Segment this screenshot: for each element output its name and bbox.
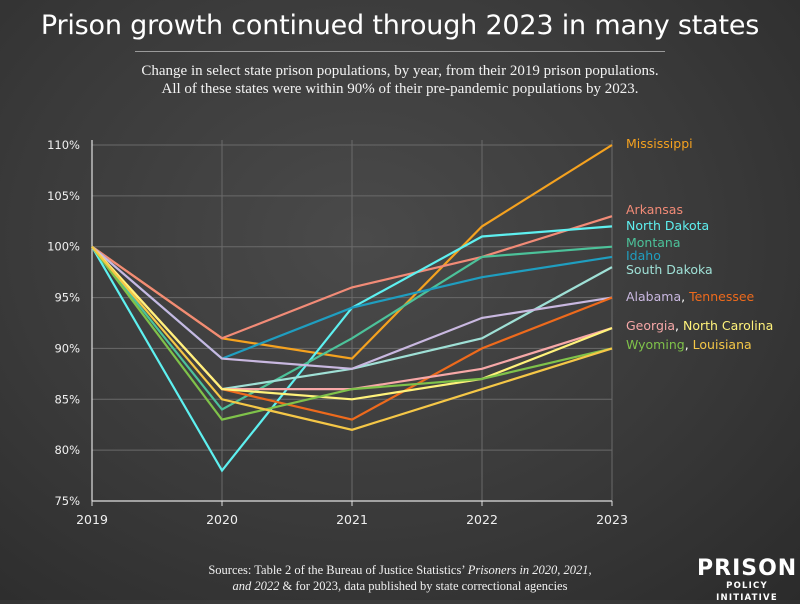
legend-separator: ,: [685, 337, 693, 352]
legend-label-montana: Montana: [626, 235, 681, 250]
legend-label-north-dakota: North Dakota: [626, 218, 709, 233]
sources-prefix: Sources: Table 2 of the Bureau of Justic…: [208, 563, 468, 577]
sources-suffix: & for 2023, data published by state corr…: [279, 579, 568, 593]
logo-word-prison: PRISON: [697, 556, 798, 581]
y-tick-label: 105%: [47, 189, 80, 203]
sources-publication-title-cont: and 2022: [232, 579, 280, 593]
series-line-north-carolina: [91, 245, 613, 401]
title-divider: [135, 51, 665, 52]
legend-separator: ,: [675, 318, 683, 333]
legend-entry: North Dakota: [626, 218, 709, 233]
legend-label-tennessee: Tennessee: [688, 289, 754, 304]
chart-subtitle: Change in select state prison population…: [0, 62, 800, 98]
legend-label-arkansas: Arkansas: [626, 202, 683, 217]
legend-entry: Mississippi: [626, 136, 693, 151]
legend-label-south-dakoka: South Dakoka: [626, 262, 713, 277]
y-tick-label: 95%: [54, 291, 80, 305]
legend-entry: Arkansas: [626, 202, 683, 217]
legend-entry: Georgia, North Carolina: [626, 318, 773, 333]
legend-label-wyoming: Wyoming: [626, 337, 685, 352]
series-line-arkansas: [91, 215, 613, 340]
x-tick-label: 2023: [596, 512, 628, 527]
y-axis: 75% 80% 85% 90% 95% 100% 105% 110%: [47, 138, 93, 508]
legend-entry: Idaho: [626, 248, 661, 263]
sources-publication-title: Prisoners in 2020, 2021,: [467, 563, 592, 577]
legend-entry: Montana: [626, 235, 681, 250]
x-tick-label: 2022: [466, 512, 498, 527]
legend-label-idaho: Idaho: [626, 248, 661, 263]
x-tick-label: 2020: [206, 512, 238, 527]
legend-entry: South Dakoka: [626, 262, 713, 277]
series-line-louisiana: [91, 245, 613, 431]
y-tick-label: 80%: [54, 443, 80, 457]
grid-lines: [92, 140, 613, 501]
logo-word-policy-initiative: POLICY INITIATIVE: [716, 581, 778, 603]
y-tick-label: 100%: [47, 240, 80, 254]
legend-entry: Alabama, Tennessee: [626, 289, 755, 304]
x-axis: 2019 2020 2021 2022 2023: [76, 500, 628, 527]
legend-label-mississippi: Mississippi: [626, 136, 693, 151]
chart-title: Prison growth continued through 2023 in …: [40, 10, 760, 41]
legend-label-georgia: Georgia: [626, 318, 675, 333]
y-tick-label: 110%: [47, 138, 80, 152]
subtitle-line-1: Change in select state prison population…: [141, 63, 659, 79]
series-lines: [91, 144, 613, 473]
y-tick-label: 90%: [54, 341, 80, 355]
series-line-wyoming: [91, 246, 613, 421]
legend-entry: Wyoming, Louisiana: [626, 337, 752, 352]
series-line-alabama: [91, 245, 613, 370]
subtitle-line-2: All of these states were within 90% of t…: [161, 81, 639, 97]
series-line-montana: [91, 245, 613, 411]
legend-separator: ,: [681, 289, 689, 304]
sources-note: Sources: Table 2 of the Bureau of Justic…: [150, 562, 650, 594]
legend-label-alabama: Alabama: [626, 289, 681, 304]
prison-policy-initiative-logo: PRISON POLICY INITIATIVE: [697, 558, 797, 604]
x-tick-label: 2019: [76, 512, 108, 527]
legend-label-louisiana: Louisiana: [693, 337, 752, 352]
legend-label-north-carolina: North Carolina: [683, 318, 773, 333]
y-tick-label: 75%: [54, 494, 80, 508]
y-tick-label: 85%: [54, 392, 80, 406]
x-tick-label: 2021: [336, 512, 368, 527]
